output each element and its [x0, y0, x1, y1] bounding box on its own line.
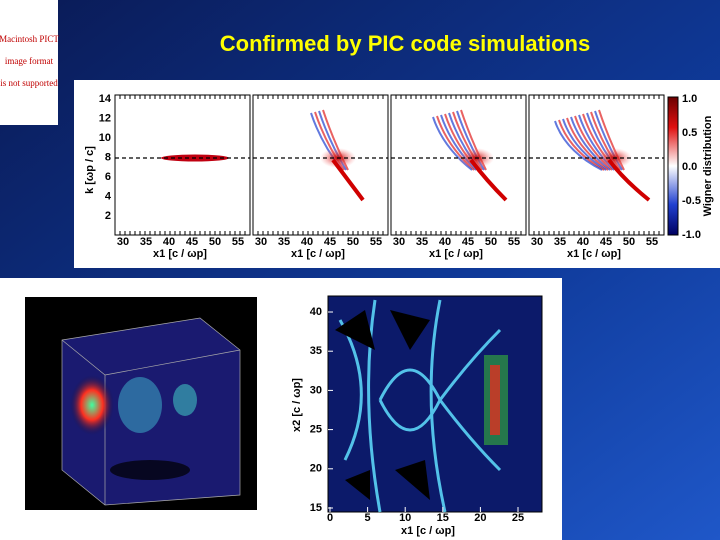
y-tick-label: 6	[105, 171, 111, 183]
x-tick-label: 40	[301, 236, 313, 248]
x-tick-label: 30	[393, 236, 405, 248]
x-tick-label: 20	[474, 512, 486, 524]
x-tick-label: 30	[117, 236, 129, 248]
y-tick-label: 35	[310, 345, 322, 357]
y-tick-label: 2	[105, 210, 111, 222]
x-axis-label: x1 [c / ωp]	[401, 525, 455, 537]
x-tick-label: 30	[531, 236, 543, 248]
placeholder-text: Macintosh PICT	[0, 34, 59, 44]
colorbar-tick-label: -1.0	[682, 229, 701, 241]
wigner-tail	[331, 158, 365, 202]
y-tick-label: 15	[310, 502, 322, 514]
x-tick-label: 35	[554, 236, 566, 248]
x-tick-label: 40	[163, 236, 175, 248]
x-tick-label: 45	[462, 236, 474, 248]
x-tick-label: 35	[416, 236, 428, 248]
x-tick-label: 55	[508, 236, 520, 248]
wigner-fringe	[566, 117, 609, 171]
wigner-tail	[469, 158, 508, 202]
box-edge	[104, 349, 241, 376]
colorbar-tick-label: 0.0	[682, 161, 697, 173]
colorbar-tick-label: 1.0	[682, 93, 697, 105]
bubble	[173, 384, 197, 416]
x-axis-label: x1 [c / ωp]	[567, 248, 621, 260]
wake-structure	[338, 299, 502, 513]
x-tick-label: 45	[186, 236, 198, 248]
colorbar-label: Wigner distribution	[702, 115, 714, 216]
box-edge	[61, 339, 106, 376]
y-tick-label: 20	[310, 463, 322, 475]
shadow	[110, 460, 190, 480]
x-tick-label: 50	[623, 236, 635, 248]
x-tick-label: 55	[232, 236, 244, 248]
x-axis-label: x1 [c / ωp]	[429, 248, 483, 260]
slide-title: Confirmed by PIC code simulations	[220, 31, 590, 56]
x-tick-label: 45	[324, 236, 336, 248]
x-tick-label: 30	[255, 236, 267, 248]
y-axis-label: k [ωp / c]	[84, 146, 96, 194]
x-tick-label: 0	[327, 512, 333, 524]
cavity	[335, 310, 430, 500]
x-tick-label: 55	[646, 236, 658, 248]
laser-pulse	[490, 365, 500, 435]
x-tick-label: 50	[209, 236, 221, 248]
x-tick-label: 40	[439, 236, 451, 248]
y-tick-label: 14	[99, 93, 112, 105]
placeholder-text: is not supported	[0, 78, 58, 88]
wigner-fringe	[558, 119, 605, 171]
x-tick-label: 35	[140, 236, 152, 248]
x-tick-label: 40	[577, 236, 589, 248]
x-tick-label: 55	[370, 236, 382, 248]
colorbar-tick-label: -0.5	[682, 195, 701, 207]
y-tick-label: 8	[105, 151, 111, 163]
pulse	[70, 375, 114, 435]
placeholder-box	[0, 0, 58, 125]
x-axis-label: x1 [c / ωp]	[153, 248, 207, 260]
y-tick-label: 25	[310, 424, 322, 436]
x-tick-label: 50	[485, 236, 497, 248]
x-tick-label: 50	[347, 236, 359, 248]
wigner-fringe	[554, 120, 603, 171]
x-tick-label: 45	[600, 236, 612, 248]
x-tick-label: 35	[278, 236, 290, 248]
bubble	[118, 377, 162, 433]
y-tick-label: 4	[105, 190, 112, 202]
y-tick-label: 30	[310, 384, 322, 396]
x-axis-label: x1 [c / ωp]	[291, 248, 345, 260]
x-tick-label: 15	[437, 512, 449, 524]
wigner-tail	[607, 158, 651, 202]
colorbar	[667, 96, 679, 236]
top-figure: 30 35 40 45 50 55 x1 [c / ωp] 30 35 40 45 50 55 x1 [c…	[74, 80, 720, 268]
y-tick-label: 40	[310, 306, 322, 318]
placeholder-text: image format	[5, 56, 54, 66]
x-tick-label: 5	[365, 512, 371, 524]
colorbar-tick-label: 0.5	[682, 127, 697, 139]
y-tick-label: 12	[99, 112, 111, 124]
x-tick-label: 10	[399, 512, 411, 524]
y-axis-label: x2 [c / ωp]	[291, 378, 303, 432]
x-tick-label: 25	[512, 512, 524, 524]
wigner-fringe	[562, 118, 607, 171]
bottom-right-figure: 40 35 30 25 20 15 0 5 10 15 20 25 x1 [c / ωp] x2 [c /…	[291, 295, 543, 537]
panel	[114, 94, 251, 236]
y-tick-label: 10	[99, 132, 111, 144]
image-placeholder: Macintosh PICT image format is not support…	[0, 0, 59, 125]
